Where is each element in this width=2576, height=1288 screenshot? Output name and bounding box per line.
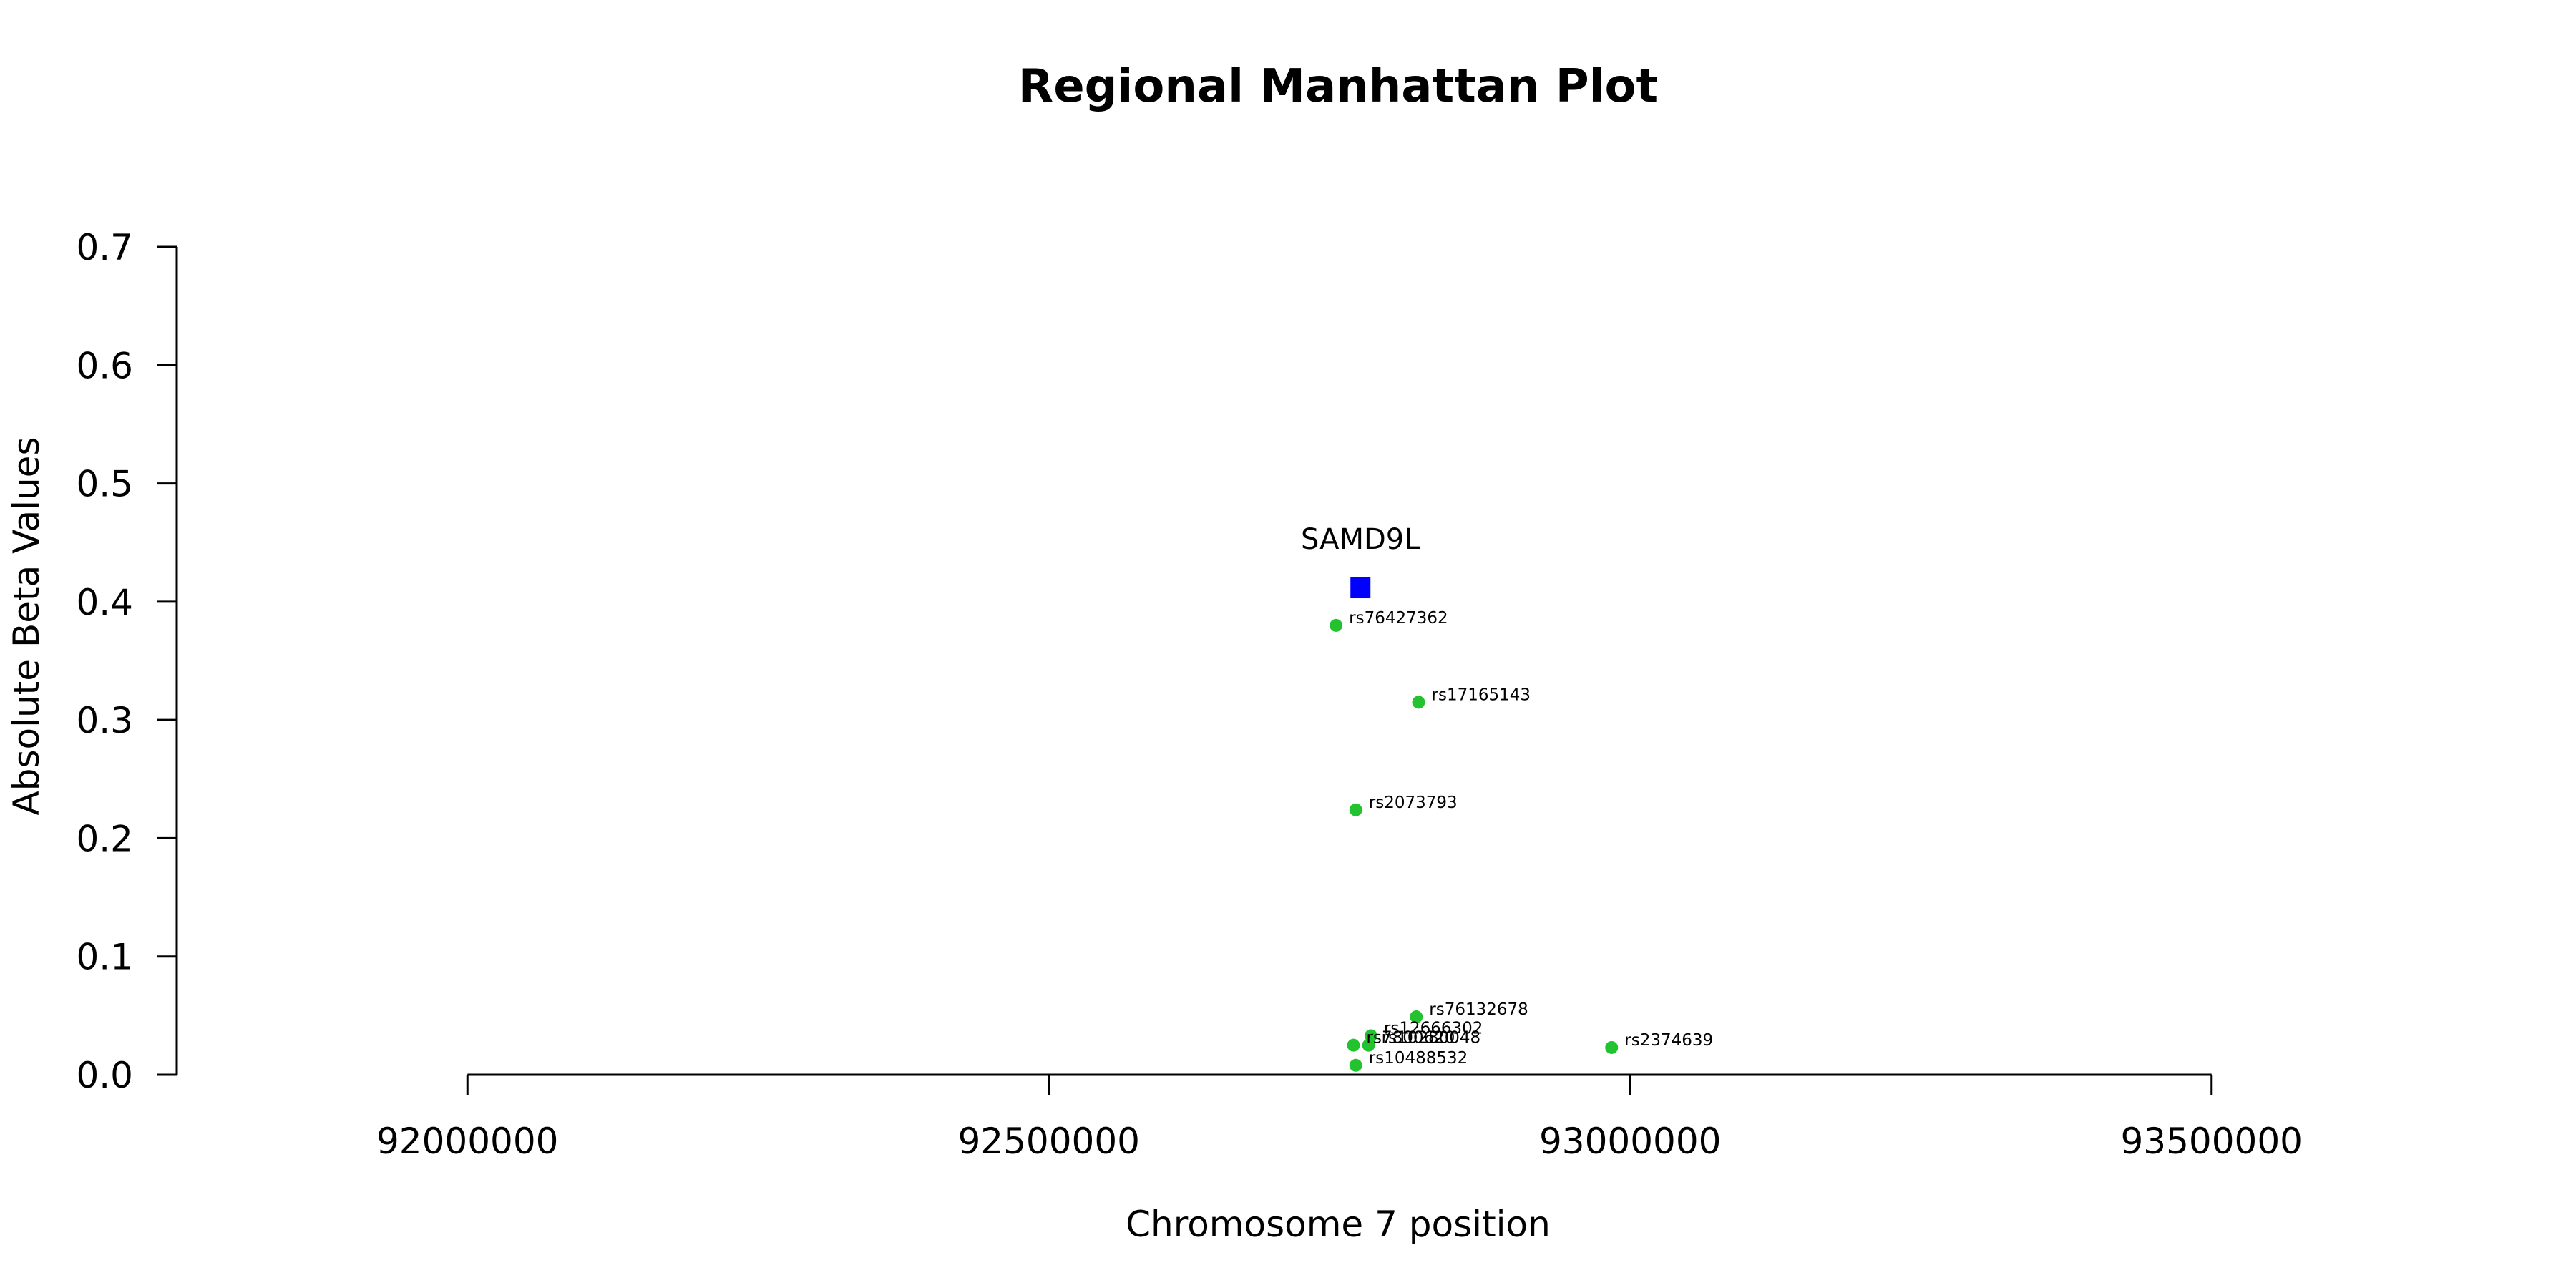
gene-label: SAMD9L (1301, 523, 1420, 556)
snp-point (1410, 1010, 1423, 1024)
snp-label: rs17165143 (1432, 686, 1531, 704)
x-tick-label: 93000000 (1539, 1121, 1722, 1162)
snp-label: rs2374639 (1624, 1031, 1713, 1050)
snp-point (1349, 1058, 1362, 1072)
snp-point (1347, 1038, 1360, 1052)
snp-point (1605, 1040, 1619, 1054)
snp-point (1412, 696, 1425, 709)
snp-label: rs2073793 (1369, 794, 1458, 812)
snp-label: rs12666302 (1384, 1019, 1483, 1038)
snp-point (1362, 1038, 1375, 1052)
x-tick-label: 92000000 (376, 1121, 559, 1162)
snp-label: rs76427362 (1349, 609, 1448, 628)
snp-point (1330, 618, 1343, 632)
snp-label: rs10488532 (1369, 1049, 1468, 1068)
gene-marker (1350, 577, 1371, 599)
y-tick-label: 0.1 (76, 937, 133, 978)
y-axis-label: Absolute Beta Values (6, 437, 47, 816)
snp-point (1349, 803, 1362, 816)
y-tick-label: 0.6 (76, 345, 133, 386)
x-tick-label: 92500000 (958, 1121, 1141, 1162)
y-tick-label: 0.4 (76, 582, 133, 623)
y-tick-label: 0.3 (76, 700, 133, 741)
y-axis: 0.0 0.1 0.2 0.3 0.4 0.5 0.6 0.7 (76, 227, 178, 1096)
data-points (1330, 577, 1619, 1072)
x-tick-label: 93500000 (2121, 1121, 2303, 1162)
x-axis: 92000000 92500000 93000000 93500000 (376, 1073, 2303, 1162)
snp-label: rs76132678 (1429, 1000, 1528, 1019)
x-axis-label: Chromosome 7 position (1126, 1204, 1551, 1245)
y-tick-label: 0.2 (76, 818, 133, 859)
point-labels: rs76427362rs17165143rs2073793rs76132678r… (1301, 523, 1713, 1068)
y-tick-label: 0.7 (76, 227, 133, 268)
snp-label: rs7800620 (1367, 1029, 1455, 1048)
y-tick-label: 0.5 (76, 464, 133, 505)
y-tick-label: 0.0 (76, 1055, 133, 1096)
chart-title: Regional Manhattan Plot (1018, 60, 1658, 113)
snp-label: rs10280048 (1382, 1029, 1481, 1048)
